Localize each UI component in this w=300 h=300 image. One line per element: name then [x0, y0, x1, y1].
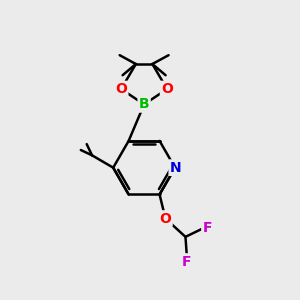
Text: O: O: [161, 82, 173, 96]
Text: B: B: [139, 98, 149, 111]
Text: O: O: [115, 82, 127, 96]
Text: N: N: [170, 161, 182, 175]
Text: F: F: [202, 221, 212, 235]
Text: F: F: [182, 255, 192, 268]
Text: O: O: [160, 212, 171, 226]
